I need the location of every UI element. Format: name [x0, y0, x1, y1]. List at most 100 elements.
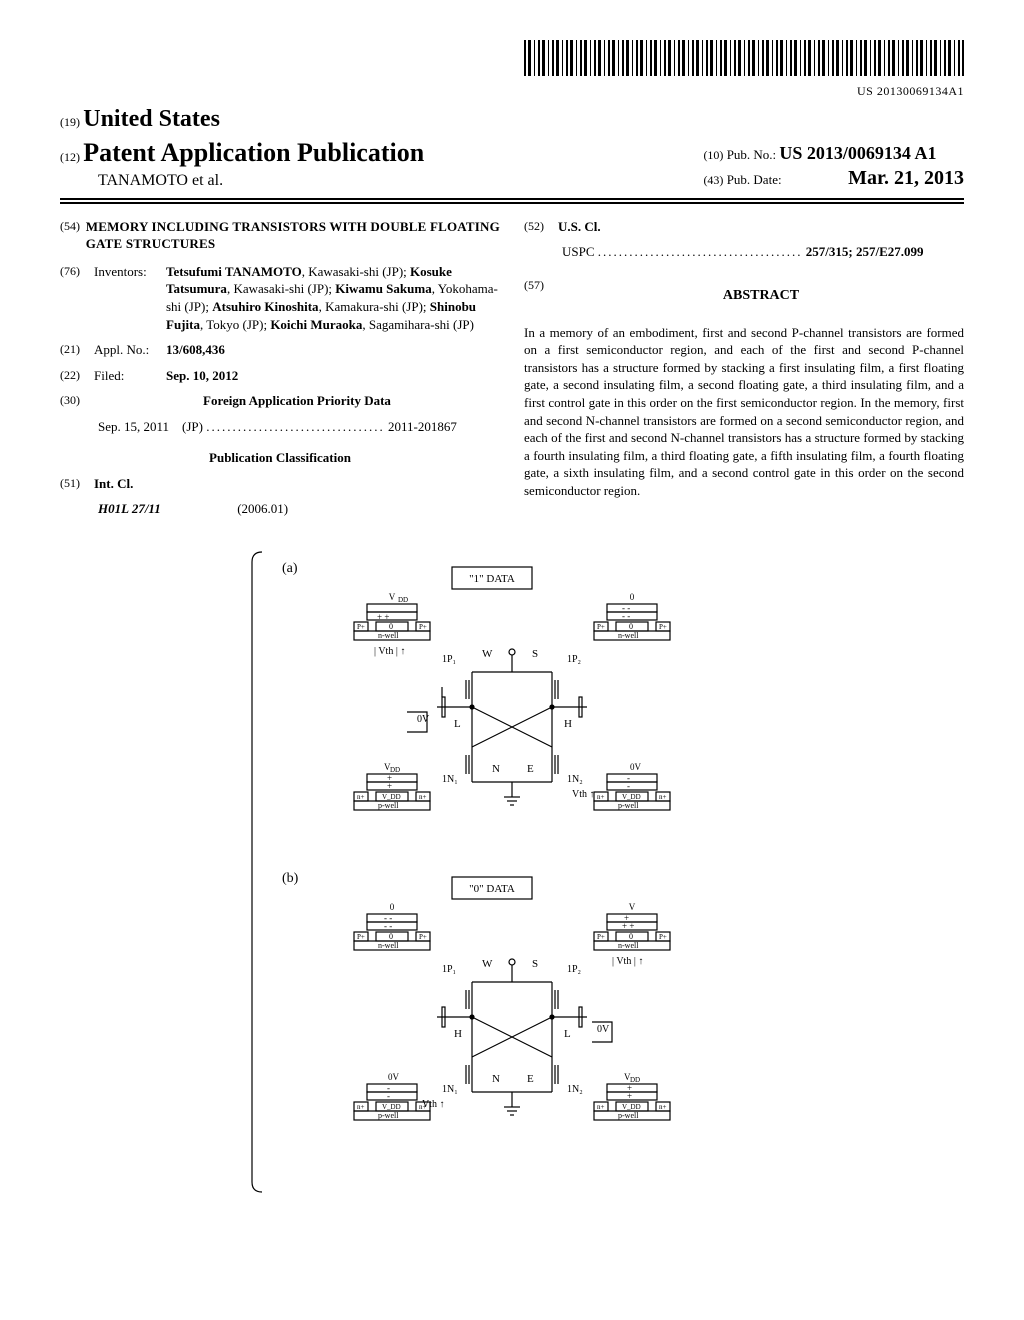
foreign-date: Sep. 15, 2011: [98, 419, 169, 434]
svg-text:1N₁: 1N₁: [442, 1084, 458, 1095]
svg-text:-: -: [387, 1091, 390, 1101]
foreign-number: 2011-201867: [388, 419, 457, 434]
front-page-figure: (a) "1" DATA VDD + + P+ 0 P+ n-well | Vt…: [60, 542, 964, 1207]
dotleader-icon: ..................................: [206, 418, 385, 436]
inventors-inid: (76): [60, 263, 94, 279]
svg-text:| Vth | ↑: | Vth | ↑: [612, 956, 643, 967]
uscl-label: U.S. Cl.: [558, 218, 601, 236]
svg-text:+: +: [627, 1091, 632, 1101]
svg-text:| Vth | ↑: | Vth | ↑: [374, 646, 405, 657]
svg-text:P+: P+: [357, 933, 365, 941]
uscl-line: USPC ...................................…: [562, 243, 964, 261]
data1-label: "1" DATA: [469, 573, 515, 585]
filed-row: (22) Filed: Sep. 10, 2012: [60, 367, 500, 385]
intcl-row: (51) Int. Cl.: [60, 475, 500, 493]
svg-text:Vth ↑: Vth ↑: [572, 789, 595, 800]
doc-type: Patent Application Publication: [83, 138, 424, 167]
svg-text:H: H: [454, 1028, 462, 1040]
barcode-block: US 20130069134A1: [60, 40, 964, 99]
abstract-inid: (57): [524, 277, 558, 293]
svg-text:+: +: [387, 781, 392, 791]
header-row: (19) United States (12) Patent Applicati…: [60, 103, 964, 200]
dotleader-icon: .......................................: [598, 243, 803, 261]
svg-text:S: S: [532, 958, 538, 970]
data0-label: "0" DATA: [469, 883, 515, 895]
svg-text:E: E: [527, 1073, 534, 1085]
svg-text:1P₁: 1P₁: [442, 964, 456, 975]
appl-inid: (21): [60, 341, 94, 357]
svg-text:- -: - -: [384, 921, 392, 931]
header-left: (19) United States (12) Patent Applicati…: [60, 103, 424, 192]
body-columns: (54) MEMORY INCLUDING TRANSISTORS WITH D…: [60, 218, 964, 518]
svg-text:p-well: p-well: [618, 801, 639, 810]
foreign-country: (JP): [182, 419, 203, 434]
invention-title: MEMORY INCLUDING TRANSISTORS WITH DOUBLE…: [86, 218, 500, 253]
svg-text:V_DD: V_DD: [382, 793, 401, 801]
svg-text:n+: n+: [357, 1103, 365, 1111]
uscl-codes: 257/315; 257/E27.099: [806, 244, 924, 259]
intcl-edition: (2006.01): [237, 501, 288, 516]
svg-text:- -: - -: [622, 611, 630, 621]
barcode: [524, 40, 964, 76]
svg-text:P+: P+: [357, 623, 365, 631]
svg-text:W: W: [482, 648, 493, 660]
svg-text:P+: P+: [419, 623, 427, 631]
svg-text:0: 0: [390, 902, 395, 912]
svg-text:n-well: n-well: [618, 631, 639, 640]
pubdate-inid: (43): [703, 173, 723, 187]
svg-text:n+: n+: [357, 793, 365, 801]
intcl-inid: (51): [60, 475, 94, 491]
title-inid: (54): [60, 218, 86, 234]
country-inid: (19): [60, 115, 80, 129]
pubno-inid: (10): [703, 148, 723, 162]
svg-text:V_DD: V_DD: [622, 793, 641, 801]
svg-text:W: W: [482, 958, 493, 970]
appl-row: (21) Appl. No.: 13/608,436: [60, 341, 500, 359]
svg-text:n+: n+: [659, 793, 667, 801]
svg-text:0: 0: [629, 932, 633, 941]
uscl-scheme: USPC: [562, 244, 595, 259]
inventors-row: (76) Inventors: Tetsufumi TANAMOTO, Kawa…: [60, 263, 500, 333]
intcl-line: H01L 27/11 (2006.01): [98, 500, 500, 518]
svg-text:n+: n+: [659, 1103, 667, 1111]
svg-text:V: V: [389, 592, 396, 602]
pubno-value: US 2013/0069134 A1: [779, 143, 936, 163]
svg-text:0: 0: [389, 932, 393, 941]
svg-text:-: -: [627, 781, 630, 791]
svg-text:p-well: p-well: [378, 801, 399, 810]
doc-inid: (12): [60, 150, 80, 164]
pubdate-label: Pub. Date:: [727, 172, 782, 187]
svg-text:V_DD: V_DD: [622, 1103, 641, 1111]
uscl-inid: (52): [524, 218, 558, 234]
title-row: (54) MEMORY INCLUDING TRANSISTORS WITH D…: [60, 218, 500, 253]
svg-text:0: 0: [630, 592, 635, 602]
svg-text:n-well: n-well: [378, 631, 399, 640]
inventors-label: Inventors:: [94, 263, 166, 281]
inventors-list: Tetsufumi TANAMOTO, Kawasaki-shi (JP); K…: [166, 263, 500, 333]
abstract-heading: ABSTRACT: [558, 287, 964, 306]
filed-value: Sep. 10, 2012: [166, 367, 500, 385]
abstract-row-head: (57) ABSTRACT: [524, 277, 964, 316]
svg-text:V_DD: V_DD: [382, 1103, 401, 1111]
svg-text:+ +: + +: [622, 921, 634, 931]
svg-text:n+: n+: [419, 1103, 427, 1111]
svg-text:n-well: n-well: [618, 941, 639, 950]
svg-text:1N₂: 1N₂: [567, 774, 583, 785]
uscl-row: (52) U.S. Cl.: [524, 218, 964, 236]
svg-text:P+: P+: [659, 623, 667, 631]
svg-text:H: H: [564, 718, 572, 730]
svg-text:p-well: p-well: [618, 1111, 639, 1120]
pub-class-heading: Publication Classification: [60, 449, 500, 467]
svg-text:0V: 0V: [388, 1072, 400, 1082]
foreign-priority-row: (30) Foreign Application Priority Data: [60, 392, 500, 410]
foreign-inid: (30): [60, 392, 94, 408]
svg-text:P+: P+: [597, 933, 605, 941]
foreign-priority-line: Sep. 15, 2011 (JP) .....................…: [98, 418, 500, 436]
svg-text:n+: n+: [597, 1103, 605, 1111]
svg-text:P+: P+: [659, 933, 667, 941]
svg-text:P+: P+: [597, 623, 605, 631]
svg-text:1P₂: 1P₂: [567, 964, 581, 975]
svg-text:0: 0: [629, 622, 633, 631]
intcl-code: H01L 27/11: [98, 501, 161, 516]
header-divider: [60, 202, 964, 204]
